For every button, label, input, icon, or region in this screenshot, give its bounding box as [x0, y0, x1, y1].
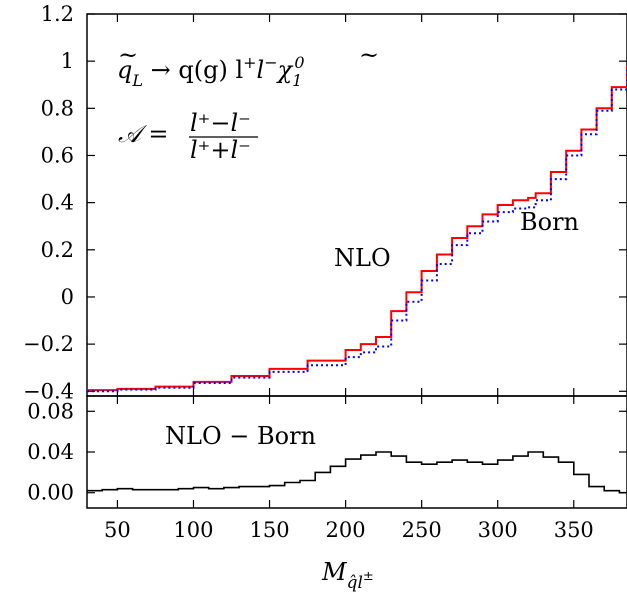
x-tick-label: 150 [249, 518, 289, 542]
main-y-tick-label: 1.2 [41, 2, 74, 26]
difference-y-tick-label: 0.00 [27, 481, 74, 505]
annotation-nlo-minus-born: NLO − Born [165, 422, 316, 450]
difference-y-tick-label: 0.04 [27, 440, 74, 464]
x-tick-label: 350 [554, 518, 594, 542]
main-series [87, 65, 627, 393]
main-y-tick-label: 0.6 [41, 143, 74, 167]
x-axis: 50 100 150 200 250 300 350 [104, 396, 594, 542]
main-panel: 1.2 1 0.8 0.6 0.4 0.2 0 −0.2 −0.4 qL → q(g) l+l−… [23, 2, 627, 403]
x-tick-label: 250 [402, 518, 442, 542]
main-y-tick-label: 0 [61, 285, 74, 309]
main-y-tick-label: −0.2 [23, 332, 74, 356]
main-y-tick-label: 0.8 [41, 96, 74, 120]
series-nlo-minus-born [87, 451, 627, 494]
svg-text:l⁺−l⁻: l⁺−l⁻ [190, 109, 251, 137]
x-tick-label: 200 [326, 518, 366, 542]
svg-text:l⁺+l⁻: l⁺+l⁻ [190, 136, 251, 164]
main-y-tick-label: −0.4 [23, 379, 74, 403]
x-tick-label: 300 [478, 518, 518, 542]
difference-y-axis: 0.08 0.04 0.00 [27, 399, 627, 505]
main-y-tick-label: 0.4 [41, 191, 74, 215]
main-y-tick-label: 0.2 [41, 238, 74, 262]
x-axis-label: Mq̂l± [321, 558, 374, 593]
difference-series [87, 451, 627, 494]
process-tilde-q: ~ [118, 41, 138, 69]
process-label: qL → q(g) l+l−χ10 [117, 53, 305, 90]
main-y-tick-label: 1 [61, 49, 74, 73]
main-y-axis: 1.2 1 0.8 0.6 0.4 0.2 0 −0.2 −0.4 [23, 2, 627, 403]
x-tick-label: 50 [104, 518, 131, 542]
process-tilde-chi: ~ [359, 41, 379, 69]
x-tick-label: 100 [173, 518, 213, 542]
asymmetry-label: 𝒜 = l⁺−l⁻ l⁺+l⁻ [118, 109, 258, 164]
annotation-nlo: NLO [334, 244, 391, 272]
difference-plot-frame [86, 395, 627, 509]
svg-text:𝒜 =: 𝒜 = [118, 120, 168, 148]
difference-y-tick-label: 0.08 [27, 399, 74, 423]
difference-panel: 0.08 0.04 0.00 50 100 150 200 250 300 350 NLO − … [27, 395, 627, 593]
main-x-tick-marks [116, 14, 575, 396]
annotation-born: Born [520, 208, 579, 236]
